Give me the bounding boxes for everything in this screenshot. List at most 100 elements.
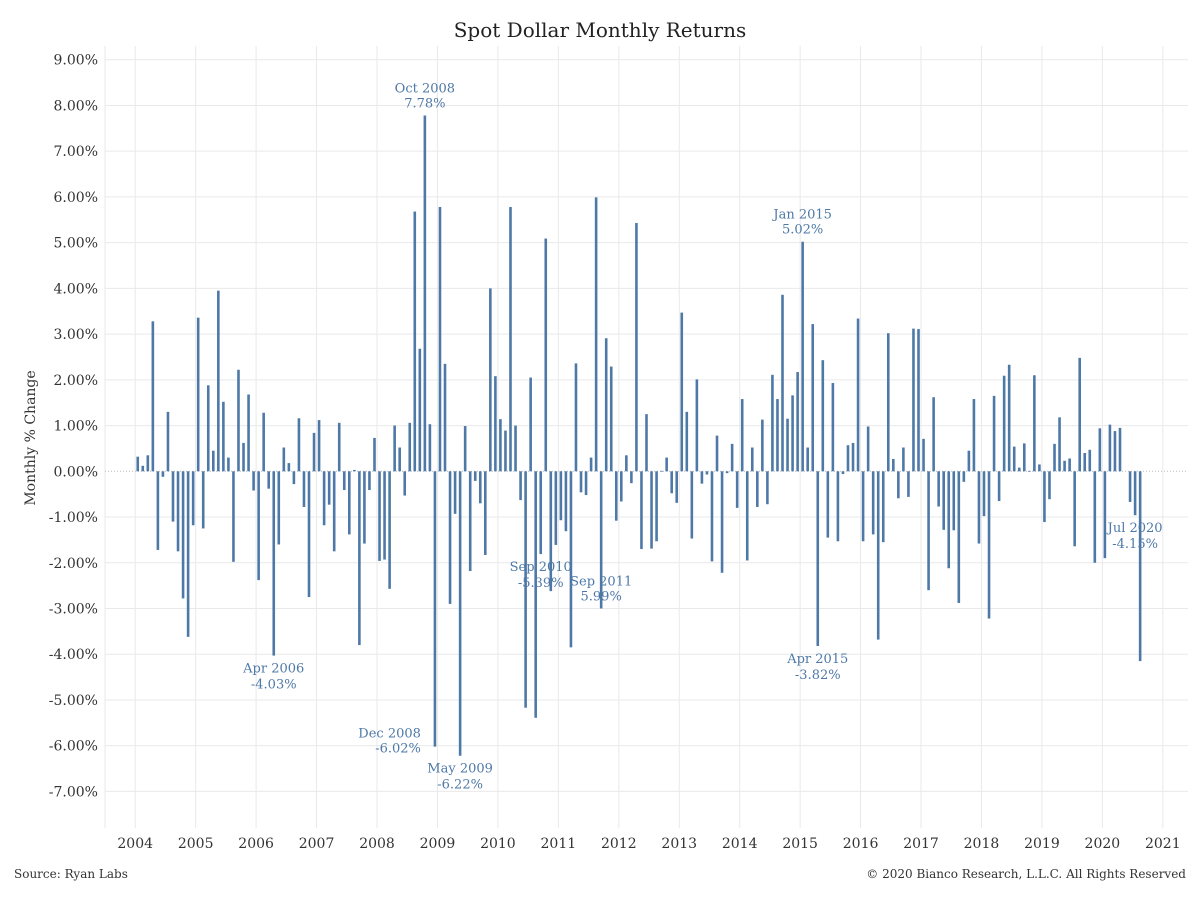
bar bbox=[509, 206, 512, 472]
bar bbox=[801, 241, 804, 472]
x-tick-label: 2011 bbox=[541, 836, 577, 852]
x-tick-label: 2009 bbox=[420, 836, 456, 852]
bar bbox=[791, 395, 794, 472]
bar bbox=[353, 469, 356, 472]
bar bbox=[574, 363, 578, 472]
y-tick-label: -2.00% bbox=[49, 556, 98, 572]
bar bbox=[856, 318, 860, 472]
bar bbox=[635, 222, 638, 472]
bar bbox=[1093, 471, 1097, 563]
x-tick-label: 2016 bbox=[843, 836, 879, 852]
bar bbox=[227, 457, 230, 472]
bar bbox=[332, 471, 336, 552]
y-tick-label: -1.00% bbox=[49, 510, 98, 526]
bar bbox=[902, 447, 905, 472]
bar bbox=[186, 471, 190, 637]
bar bbox=[912, 328, 915, 472]
annotation-month: Oct 2008 bbox=[395, 82, 455, 97]
bar bbox=[685, 411, 689, 472]
bar bbox=[151, 321, 155, 472]
bar bbox=[267, 471, 271, 489]
bar bbox=[1048, 471, 1051, 500]
x-tick-label: 2015 bbox=[782, 836, 818, 852]
bar bbox=[604, 338, 608, 472]
bar bbox=[972, 399, 976, 472]
annotation-value: -3.82% bbox=[795, 668, 841, 683]
bar bbox=[982, 471, 986, 517]
bar bbox=[836, 471, 840, 542]
annotation-month: Sep 2011 bbox=[570, 574, 632, 589]
bar bbox=[1073, 471, 1076, 547]
bar bbox=[337, 422, 341, 472]
bars bbox=[136, 115, 1142, 756]
bar bbox=[735, 471, 739, 508]
bar bbox=[212, 450, 215, 472]
bar bbox=[201, 471, 205, 529]
bar bbox=[418, 348, 422, 472]
bar bbox=[1078, 357, 1081, 472]
annotation-value: -4.15% bbox=[1112, 537, 1158, 552]
bar bbox=[141, 465, 145, 472]
bar bbox=[448, 471, 452, 604]
bar bbox=[594, 197, 598, 472]
bar bbox=[907, 471, 910, 497]
bar bbox=[413, 211, 417, 472]
annotation-value: 5.99% bbox=[581, 589, 622, 604]
annotation-value: 5.02% bbox=[782, 223, 823, 238]
y-tick-label: -5.00% bbox=[49, 693, 98, 709]
gridlines bbox=[104, 46, 1188, 828]
bar bbox=[443, 363, 447, 472]
bar bbox=[871, 471, 875, 535]
bar bbox=[967, 450, 971, 472]
bar bbox=[368, 471, 371, 491]
y-tick-label: 2.00% bbox=[54, 373, 98, 389]
x-tick-label: 2008 bbox=[359, 836, 395, 852]
y-tick-label: 1.00% bbox=[54, 419, 98, 435]
bar bbox=[171, 471, 175, 522]
bar bbox=[675, 471, 679, 503]
bar bbox=[816, 471, 820, 646]
bar bbox=[1133, 471, 1137, 516]
bar bbox=[1063, 460, 1066, 472]
bar bbox=[761, 419, 764, 472]
bar bbox=[1118, 427, 1122, 472]
x-tick-label: 2018 bbox=[964, 836, 1000, 852]
bar bbox=[539, 471, 543, 555]
bar bbox=[821, 360, 825, 472]
bar bbox=[609, 366, 613, 472]
bar bbox=[322, 471, 326, 526]
bar bbox=[962, 471, 966, 482]
bar bbox=[579, 471, 583, 493]
bar bbox=[1028, 470, 1031, 472]
bar bbox=[750, 447, 754, 472]
x-tick-label: 2020 bbox=[1085, 836, 1121, 852]
bar bbox=[881, 471, 885, 543]
bar bbox=[831, 383, 835, 472]
bar bbox=[695, 379, 699, 472]
bar bbox=[257, 471, 260, 581]
bar bbox=[665, 457, 668, 472]
bar bbox=[886, 333, 890, 472]
bar bbox=[806, 447, 809, 472]
chart-title: Spot Dollar Monthly Returns bbox=[453, 18, 747, 42]
bar bbox=[272, 471, 276, 656]
bar bbox=[433, 471, 437, 747]
annotation-value: 7.78% bbox=[404, 97, 445, 112]
bar bbox=[423, 115, 427, 472]
y-axis-label: Monthly % Change bbox=[23, 370, 39, 505]
bar bbox=[373, 437, 376, 472]
bar bbox=[307, 471, 311, 598]
x-tick-label: 2013 bbox=[661, 836, 697, 852]
bar bbox=[529, 377, 532, 472]
bar bbox=[776, 399, 779, 472]
bar bbox=[766, 471, 769, 505]
annotation-month: Jul 2020 bbox=[1106, 521, 1163, 536]
bar bbox=[156, 471, 160, 550]
bar bbox=[196, 317, 200, 472]
bar bbox=[161, 471, 165, 477]
bar bbox=[473, 471, 477, 481]
bar bbox=[725, 471, 729, 474]
x-tick-label: 2021 bbox=[1145, 836, 1181, 852]
